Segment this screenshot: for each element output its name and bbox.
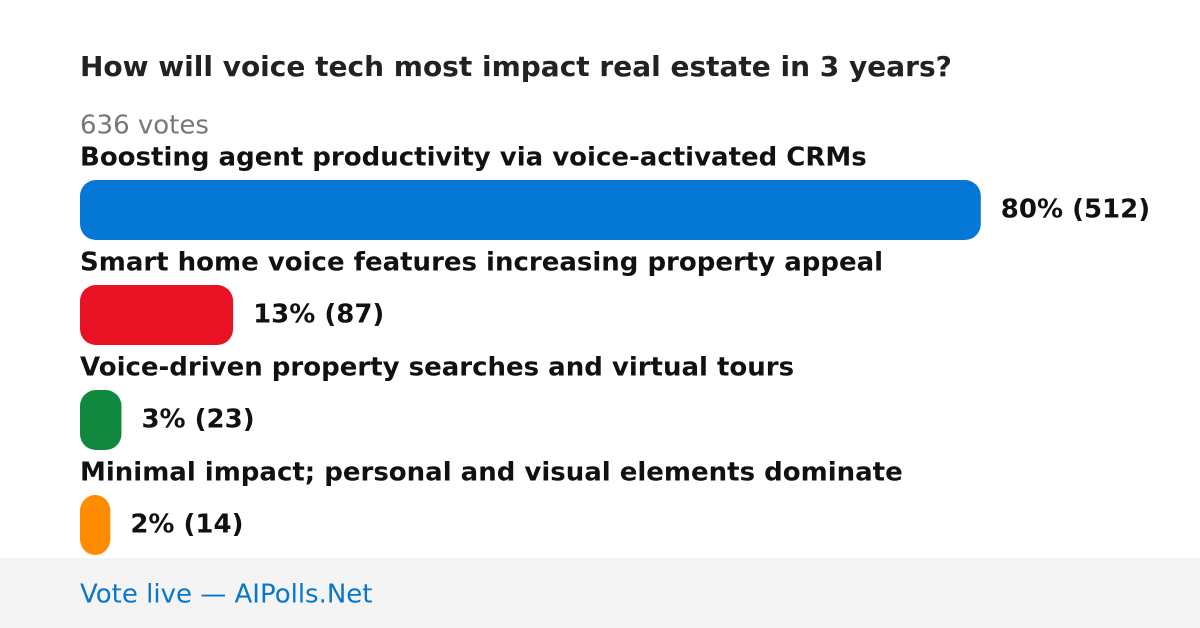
vote-count: 636 votes [80,111,209,141]
result-label: 80% (512) [1001,195,1150,225]
result-bar [80,285,234,345]
option-label: Boosting agent productivity via voice-ac… [80,143,867,173]
option-label: Smart home voice features increasing pro… [80,248,883,278]
poll-title: How will voice tech most impact real est… [80,50,952,83]
footer-band [0,558,1200,628]
result-label: 2% (14) [130,510,243,540]
option-label: Minimal impact; personal and visual elem… [80,458,903,488]
result-bar [80,390,122,450]
result-bar [80,495,111,555]
result-label: 3% (23) [141,405,254,435]
footer-link[interactable]: Vote live — AIPolls.Net [80,580,373,610]
option-label: Voice-driven property searches and virtu… [80,353,794,383]
result-label: 13% (87) [253,300,384,330]
result-bar [80,180,981,240]
